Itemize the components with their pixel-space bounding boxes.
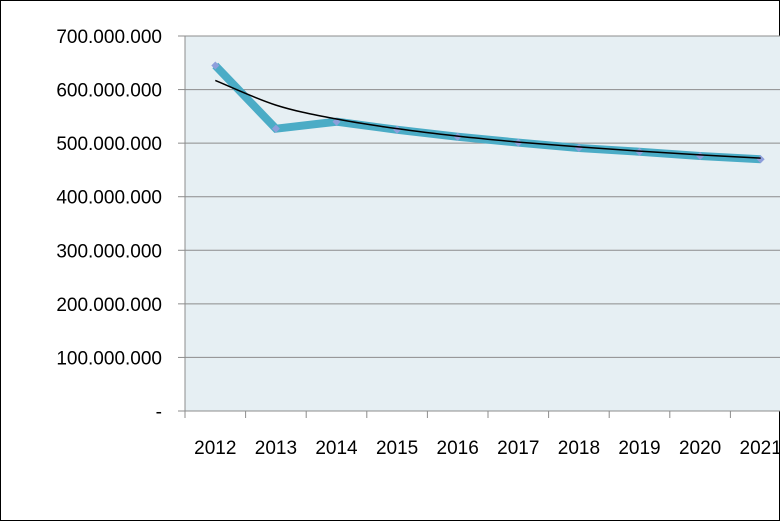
x-tick-label: 2013 <box>255 438 297 459</box>
data-point-marker <box>756 155 765 164</box>
data-point-marker <box>574 143 583 152</box>
y-tick-label: 100.000.000 <box>56 348 162 369</box>
x-tick-label: 2019 <box>618 438 660 459</box>
data-point-marker <box>271 124 280 133</box>
tick-labels: - 100.000.000 200.000.000 300.000.000 400.00… <box>56 27 780 459</box>
data-point-marker <box>211 61 220 70</box>
y-tick-label: 600.000.000 <box>56 81 162 102</box>
series-layer <box>211 61 765 164</box>
x-tick-label: 2018 <box>558 438 600 459</box>
y-tick-label: 700.000.000 <box>56 27 162 48</box>
y-tick-label: 200.000.000 <box>56 295 162 316</box>
x-tick-label: 2014 <box>315 438 358 459</box>
x-tick-label: 2017 <box>497 438 539 459</box>
y-tick-label: 500.000.000 <box>56 134 162 155</box>
x-tick-label: 2021 <box>740 438 780 459</box>
plot-area <box>185 36 780 411</box>
y-tick-label: - <box>156 402 162 423</box>
x-tick-label: 2015 <box>376 438 418 459</box>
y-tick-label: 300.000.000 <box>56 241 162 262</box>
x-tick-label: 2020 <box>679 438 721 459</box>
x-tick-label: 2016 <box>437 438 479 459</box>
axes <box>178 35 780 418</box>
trendline <box>215 79 761 159</box>
x-tick-label: 2012 <box>194 438 236 459</box>
y-tick-label: 400.000.000 <box>56 188 162 209</box>
data-point-marker <box>696 152 705 160</box>
